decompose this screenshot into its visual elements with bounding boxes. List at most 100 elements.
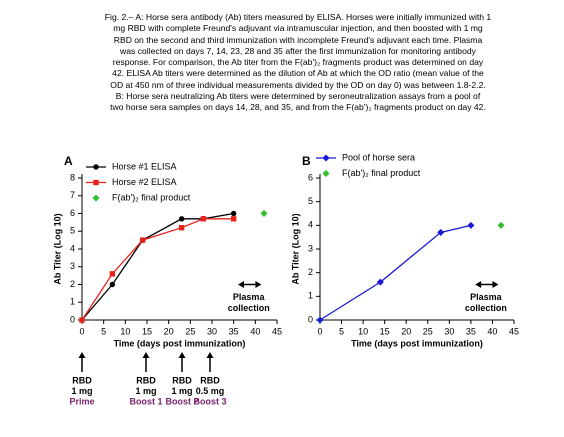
marker: [376, 278, 384, 286]
arrow-head: [206, 352, 214, 358]
y-tick-label: 4: [70, 243, 75, 253]
y-tick-label: 0: [70, 314, 75, 324]
x-tick-label: 30: [207, 326, 217, 336]
legend-label: F(ab')₂ final product: [112, 192, 191, 202]
x-tick-label: 0: [317, 326, 322, 336]
x-tick-label: 40: [487, 326, 497, 336]
series-line: [81, 218, 234, 321]
marker: [139, 237, 146, 243]
caption-line: mg RBD with complete Freund's adjuvant v…: [113, 23, 483, 34]
y-tick-label: 2: [308, 267, 313, 277]
legend-label: F(ab')₂ final product: [342, 168, 421, 178]
y-tick-label: 6: [308, 172, 313, 182]
arrow-head: [475, 281, 482, 288]
annotation: collection: [228, 303, 270, 313]
panel-label: A: [64, 154, 73, 168]
x-tick-label: 40: [250, 326, 260, 336]
immunization-label: 1 mg: [135, 386, 156, 396]
y-tick-label: 0: [308, 314, 313, 324]
x-tick-label: 30: [444, 326, 454, 336]
x-tick-label: 5: [101, 326, 106, 336]
y-tick-label: 1: [308, 291, 313, 301]
x-tick-label: 35: [466, 326, 476, 336]
immunization-label: Boost 3: [193, 396, 226, 406]
immunization-label: 1 mg: [71, 386, 92, 396]
panel-label: B: [302, 154, 311, 168]
caption-line: B: Horse sera neutralizing Ab titers wer…: [115, 91, 481, 102]
x-tick-label: 15: [142, 326, 152, 336]
marker: [109, 271, 116, 277]
marker: [230, 210, 237, 217]
marker: [322, 169, 330, 178]
x-tick-label: 25: [185, 326, 195, 336]
y-tick-label: 5: [70, 226, 75, 236]
caption-line: 42. ELISA Ab titers were determined as t…: [112, 68, 484, 79]
x-tick-label: 20: [164, 326, 174, 336]
marker: [93, 179, 99, 186]
y-tick-label: 3: [308, 243, 313, 253]
immunization-label: Boost 1: [129, 396, 162, 406]
x-tick-label: 5: [339, 326, 344, 336]
immunization-label: 0.5 mg: [196, 386, 225, 396]
y-tick-label: 1: [70, 297, 75, 307]
marker: [178, 216, 185, 222]
marker: [178, 225, 185, 231]
caption-line: two horse sera samples on days 14, 28, a…: [110, 102, 486, 113]
marker: [230, 216, 237, 222]
marker: [79, 317, 85, 323]
y-tick-label: 2: [70, 279, 75, 289]
y-tick-label: 3: [70, 261, 75, 271]
x-tick-label: 15: [380, 326, 390, 336]
annotation: collection: [465, 303, 507, 313]
arrow-head: [492, 281, 499, 288]
arrow-head: [255, 281, 262, 288]
caption-line: OD at 450 nm of three individual measure…: [110, 79, 486, 90]
marker: [316, 316, 324, 324]
y-tick-label: 6: [70, 208, 75, 218]
legend-label: Horse #1 ELISA: [112, 161, 177, 171]
x-axis-label: Time (days post immunization): [351, 338, 483, 348]
y-tick-label: 7: [70, 190, 75, 200]
caption: Fig. 2.– A: Horse sera antibody (Ab) tit…: [60, 12, 536, 114]
marker: [109, 281, 116, 288]
immunization-label: RBD: [72, 375, 92, 385]
arrow-head: [238, 281, 244, 288]
caption-line: RBD on the second and third immunization…: [113, 34, 483, 45]
caption-line: Fig. 2.– A: Horse sera antibody (Ab) tit…: [104, 12, 492, 22]
x-tick-label: 35: [229, 326, 239, 336]
x-tick-label: 45: [272, 326, 282, 336]
x-axis-label: Time (days post immunization): [114, 338, 246, 348]
x-tick-label: 25: [423, 326, 433, 336]
immunization-label: Boost 2: [165, 396, 198, 406]
series-line: [81, 212, 234, 321]
marker: [467, 221, 475, 229]
caption-line: response. For comparison, the Ab titer f…: [112, 57, 484, 68]
immunization-label: Prime: [69, 396, 94, 406]
y-tick-label: 8: [70, 172, 75, 182]
marker: [497, 221, 505, 229]
y-axis-label: Ab Titer (Log 10): [290, 213, 300, 284]
marker: [260, 209, 268, 218]
annotation: Plasma: [470, 292, 503, 302]
x-tick-label: 45: [509, 326, 519, 336]
x-tick-label: 10: [120, 326, 130, 336]
y-tick-label: 5: [308, 196, 313, 206]
immunization-label: RBD: [136, 375, 156, 385]
arrow-head: [142, 352, 150, 358]
annotation: Plasma: [233, 292, 266, 302]
marker: [200, 216, 207, 222]
y-tick-label: 4: [308, 220, 313, 230]
marker: [437, 228, 445, 236]
marker: [93, 164, 99, 170]
caption-line: was collected on days 7, 14, 23, 28 and …: [120, 45, 476, 56]
immunization-label: 1 mg: [171, 386, 192, 396]
arrow-head: [178, 352, 186, 358]
marker: [322, 154, 330, 162]
x-tick-label: 20: [401, 326, 411, 336]
legend-label: Pool of horse sera: [342, 152, 415, 162]
immunization-label: RBD: [172, 375, 192, 385]
x-tick-label: 10: [358, 326, 368, 336]
marker: [92, 194, 100, 202]
